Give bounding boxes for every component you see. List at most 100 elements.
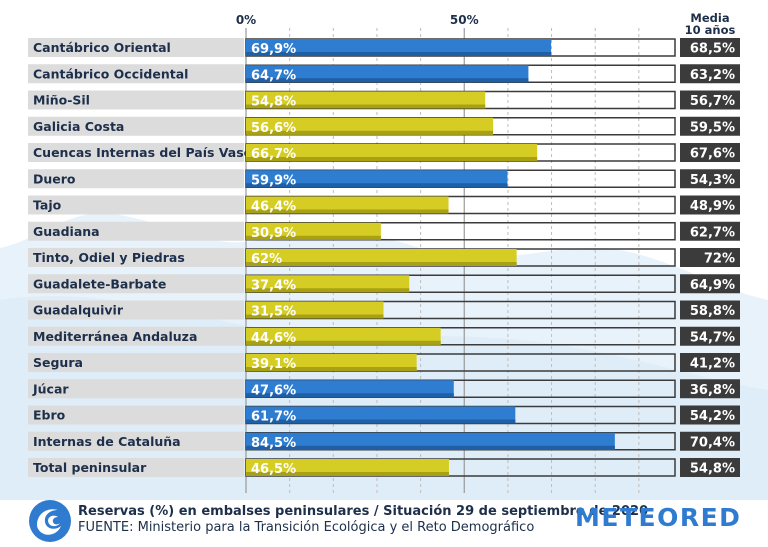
category-label-bg	[28, 405, 244, 425]
meteored-swirl-icon	[28, 499, 72, 547]
value-bar-shade	[246, 52, 552, 56]
category-label-bg	[28, 353, 244, 372]
value-bar-shade	[246, 209, 449, 214]
average-box	[680, 221, 740, 241]
value-bar-shade	[246, 104, 486, 109]
value-bar-shade	[246, 183, 508, 188]
category-label-bg	[28, 38, 244, 57]
average-box	[680, 431, 740, 451]
value-bar	[246, 91, 486, 109]
average-label: 58,8%	[690, 304, 735, 319]
value-bar-shade	[246, 367, 417, 371]
category-label: Mediterránea Andaluza	[33, 329, 197, 344]
average-box	[680, 326, 740, 346]
category-label: Guadalquivir	[33, 303, 124, 318]
average-label: 41,2%	[690, 357, 735, 372]
value-label: 37,4%	[251, 278, 296, 293]
value-bar	[246, 117, 494, 135]
value-label: 54,8%	[251, 95, 296, 110]
average-label: 54,7%	[690, 330, 735, 345]
average-box	[680, 353, 740, 372]
value-bar	[246, 249, 517, 266]
value-label: 66,7%	[251, 147, 296, 162]
value-bar-shade	[246, 340, 441, 345]
category-label: Guadalete-Barbate	[33, 276, 166, 291]
value-bar	[246, 170, 508, 188]
average-label: 54,2%	[690, 409, 735, 424]
footer-caption: Reservas (%) en embalses peninsulares / …	[78, 504, 649, 519]
value-bar	[246, 354, 417, 371]
average-label: 72%	[704, 252, 735, 267]
average-box	[680, 274, 740, 294]
average-label: 54,3%	[690, 173, 735, 188]
category-label: Cantábrico Occidental	[33, 66, 188, 81]
category-label: Júcar	[32, 381, 69, 396]
category-label: Total peninsular	[33, 460, 147, 475]
value-label: 59,9%	[251, 173, 296, 188]
value-bar	[246, 275, 410, 293]
category-label-bg	[28, 64, 244, 84]
value-label: 56,6%	[251, 121, 296, 136]
category-label: Tinto, Odiel y Piedras	[33, 250, 185, 265]
category-label-bg	[28, 195, 244, 215]
category-label-bg	[28, 116, 244, 136]
value-bar	[246, 196, 449, 214]
category-label-bg	[28, 300, 244, 320]
value-label: 61,7%	[251, 410, 296, 425]
category-label-bg	[28, 431, 244, 451]
average-label: 70,4%	[690, 435, 735, 450]
average-box	[680, 458, 740, 477]
value-bar	[246, 432, 615, 450]
category-label-bg	[28, 248, 244, 267]
value-bar-shade	[246, 419, 516, 424]
category-label: Cantábrico Oriental	[33, 40, 171, 55]
average-label: 36,8%	[690, 383, 735, 398]
category-label-bg	[28, 379, 244, 399]
category-label: Tajo	[33, 198, 62, 213]
value-bar	[246, 327, 441, 345]
value-label: 30,9%	[251, 226, 296, 241]
average-header-line1: Media	[690, 11, 729, 25]
category-label: Segura	[33, 355, 83, 370]
average-label: 68,5%	[690, 42, 735, 57]
value-bar-shade	[246, 314, 384, 319]
average-label: 63,2%	[690, 68, 735, 83]
category-label-bg	[28, 90, 244, 110]
average-label: 67,6%	[690, 147, 735, 162]
category-label-bg	[28, 143, 244, 162]
value-label: 62%	[251, 252, 282, 267]
value-bar	[246, 65, 529, 83]
value-label: 39,1%	[251, 357, 296, 372]
value-label: 47,6%	[251, 383, 296, 398]
x-tick-label-0: 0%	[236, 13, 256, 27]
value-bar-shade	[246, 288, 410, 293]
value-label: 31,5%	[251, 305, 296, 320]
value-label: 46,4%	[251, 200, 296, 215]
value-bar	[246, 39, 552, 56]
footer-source: FUENTE: Ministerio para la Transición Ec…	[78, 520, 535, 535]
average-label: 48,9%	[690, 199, 735, 214]
value-label: 64,7%	[251, 68, 296, 83]
category-label-bg	[28, 169, 244, 189]
category-label: Guadiana	[33, 224, 100, 239]
category-label: Internas de Cataluña	[33, 434, 181, 449]
average-box	[680, 248, 740, 267]
average-label: 56,7%	[690, 94, 735, 109]
value-bar-shade	[246, 130, 494, 135]
category-label: Galicia Costa	[33, 119, 124, 134]
average-header-line2: 10 años	[685, 23, 736, 37]
value-bar	[246, 301, 384, 319]
average-box	[680, 38, 740, 57]
average-box	[680, 405, 740, 425]
average-label: 64,9%	[690, 278, 735, 293]
value-bar	[246, 459, 449, 476]
value-bar-shade	[246, 393, 454, 398]
category-label-bg	[28, 458, 244, 477]
value-bar-shade	[246, 445, 615, 450]
category-label-bg	[28, 274, 244, 294]
category-label-bg	[28, 326, 244, 346]
value-bar-shade	[246, 235, 381, 240]
average-box	[680, 143, 740, 162]
average-label: 62,7%	[690, 225, 735, 240]
category-label: Duero	[33, 171, 76, 186]
